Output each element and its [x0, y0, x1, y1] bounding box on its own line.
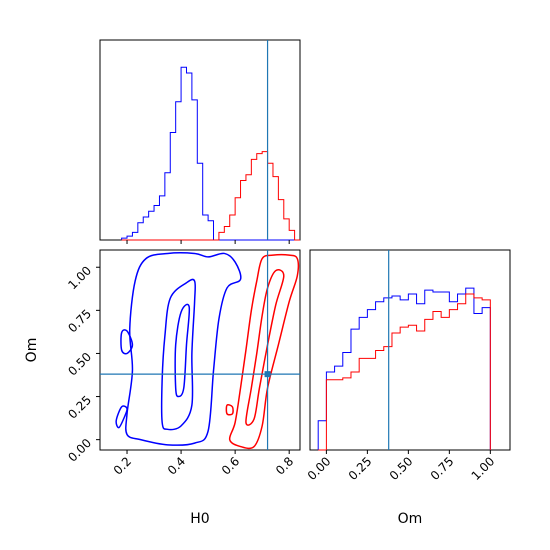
panel-2d-frame [99, 249, 301, 451]
om-hist-xtick-label: 0.00 [305, 454, 334, 483]
x-axis-label-om: Om [398, 511, 423, 527]
h0-xtick-label: 0.8 [273, 454, 296, 477]
contour-group [115, 252, 300, 450]
om-hist-series-a [317, 287, 491, 450]
om-ytick-label: 1.00 [65, 263, 94, 292]
om-hist-series-b [318, 293, 491, 451]
om-hist-xtick-label: 0.50 [387, 454, 416, 483]
om-hist-xtick-label: 0.75 [428, 454, 457, 483]
h0-xtick-label: 0.2 [111, 454, 134, 477]
om-hist-xtick-label: 1.00 [469, 454, 498, 483]
h0-hist-series-b [121, 151, 300, 241]
om-ytick-label: 0.75 [65, 307, 94, 336]
om-ytick-label: 0.50 [65, 350, 94, 379]
contour-series-a-2 [160, 278, 197, 431]
contour-series-a-3 [174, 303, 191, 398]
panel-om-histogram: 0.00 0.25 0.50 0.75 1.00 [305, 249, 511, 483]
om-hist-xtick-label: 0.25 [346, 454, 375, 483]
x-axis-label-h0: H0 [190, 511, 209, 527]
panel-om-frame [309, 249, 511, 451]
contour-series-b-1 [245, 269, 285, 426]
om-ytick-label: 0.00 [65, 436, 94, 465]
panel-h0-frame [99, 39, 301, 241]
panel-om-vs-h0: 0.2 0.4 0.6 0.8 0.00 0.25 0.50 0.75 1.00 [65, 249, 301, 478]
contour-series-a-4 [120, 329, 134, 355]
y-axis-label-om: Om [24, 338, 40, 363]
h0-xtick-label: 0.6 [219, 454, 242, 477]
contour-series-a-1 [115, 405, 128, 429]
2d-truth-marker [264, 371, 271, 378]
contour-series-a-0 [125, 252, 242, 446]
h0-hist-series-a [121, 66, 300, 241]
h0-xtick-label: 0.4 [165, 454, 188, 477]
panel-h0-histogram [99, 39, 301, 244]
om-ytick-label: 0.25 [65, 393, 94, 422]
contour-series-b-0 [228, 253, 300, 450]
contour-series-b-2 [225, 404, 234, 416]
